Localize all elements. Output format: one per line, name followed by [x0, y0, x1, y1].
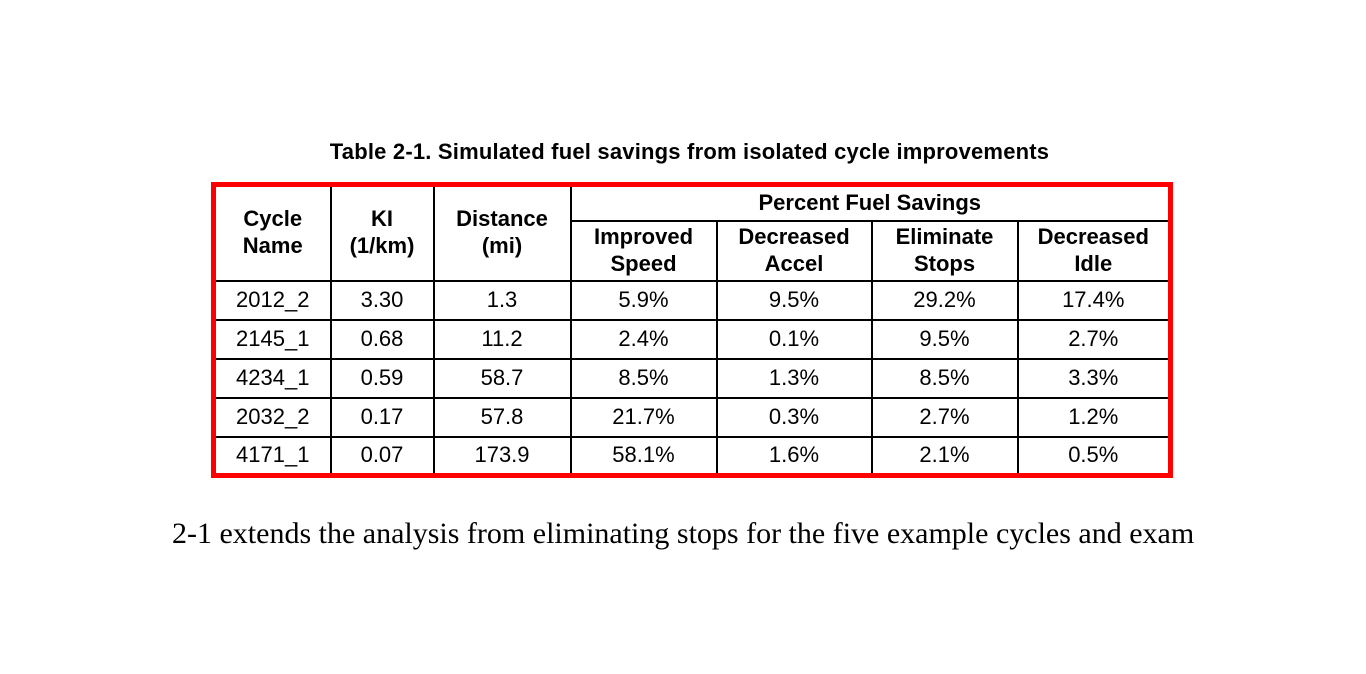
cell-cycle-name: 4171_1: [212, 435, 332, 477]
cell-decreased-accel: 1.6%: [715, 435, 873, 477]
col-group-header-percent-fuel-savings: Percent Fuel Savings: [569, 183, 1172, 222]
cell-distance: 1.3: [432, 279, 572, 321]
cell-cycle-name: 2032_2: [212, 396, 332, 438]
table-row: 2012_2 3.30 1.3 5.9% 9.5% 29.2% 17.4%: [212, 279, 1172, 321]
cell-distance: 173.9: [432, 435, 572, 477]
table-row: 2032_2 0.17 57.8 21.7% 0.3% 2.7% 1.2%: [212, 396, 1172, 438]
table-sub-header-row: Improved Speed Decreased Accel Eliminate…: [214, 219, 1172, 282]
fuel-savings-table: Cycle Name KI (1/km) Distance (mi) Perce…: [211, 182, 1174, 478]
body-text: 2-1 extends the analysis from eliminatin…: [172, 517, 1195, 550]
cell-distance: 11.2: [432, 318, 572, 360]
cell-decreased-idle: 1.2%: [1016, 396, 1172, 438]
table-row: 4234_1 0.59 58.7 8.5% 1.3% 8.5% 3.3%: [212, 357, 1172, 399]
col-header-eliminate-stops: Eliminate Stops: [870, 219, 1019, 282]
col-header-ki: KI (1/km): [329, 183, 435, 282]
col-header-cycle-name: Cycle Name: [212, 183, 332, 282]
cell-ki: 0.68: [329, 318, 435, 360]
cell-ki: 0.17: [329, 396, 435, 438]
cell-ki: 0.59: [329, 357, 435, 399]
table-row: 2145_1 0.68 11.2 2.4% 0.1% 9.5% 2.7%: [212, 318, 1172, 360]
table-group-header-row: Cycle Name KI (1/km) Distance (mi) Perce…: [212, 183, 1172, 282]
cell-decreased-accel: 9.5%: [715, 279, 873, 321]
cell-eliminate-stops: 2.7%: [870, 396, 1019, 438]
table-title: Table 2-1. Simulated fuel savings from i…: [329, 139, 1050, 164]
cell-distance: 57.8: [432, 396, 572, 438]
cell-decreased-idle: 2.7%: [1016, 318, 1172, 360]
cell-eliminate-stops: 29.2%: [870, 279, 1019, 321]
cell-decreased-accel: 0.1%: [715, 318, 873, 360]
cell-decreased-accel: 1.3%: [715, 357, 873, 399]
cell-decreased-idle: 3.3%: [1016, 357, 1172, 399]
col-header-improved-speed: Improved Speed: [569, 219, 718, 282]
cell-cycle-name: 2012_2: [212, 279, 332, 321]
cell-improved-speed: 21.7%: [569, 396, 718, 438]
cell-cycle-name: 4234_1: [212, 357, 332, 399]
cell-eliminate-stops: 9.5%: [870, 318, 1019, 360]
col-header-decreased-accel: Decreased Accel: [715, 219, 873, 282]
cell-decreased-idle: 0.5%: [1016, 435, 1172, 477]
cell-eliminate-stops: 2.1%: [870, 435, 1019, 477]
cell-decreased-accel: 0.3%: [715, 396, 873, 438]
col-header-decreased-idle: Decreased Idle: [1016, 219, 1172, 282]
cell-decreased-idle: 17.4%: [1016, 279, 1172, 321]
cell-distance: 58.7: [432, 357, 572, 399]
cell-ki: 3.30: [329, 279, 435, 321]
cell-improved-speed: 2.4%: [569, 318, 718, 360]
cell-cycle-name: 2145_1: [212, 318, 332, 360]
cell-improved-speed: 58.1%: [569, 435, 718, 477]
cell-improved-speed: 5.9%: [569, 279, 718, 321]
col-header-distance: Distance (mi): [432, 183, 572, 282]
cell-improved-speed: 8.5%: [569, 357, 718, 399]
table-row: 4171_1 0.07 173.9 58.1% 1.6% 2.1% 0.5%: [212, 435, 1172, 477]
cell-eliminate-stops: 8.5%: [870, 357, 1019, 399]
cell-ki: 0.07: [329, 435, 435, 477]
